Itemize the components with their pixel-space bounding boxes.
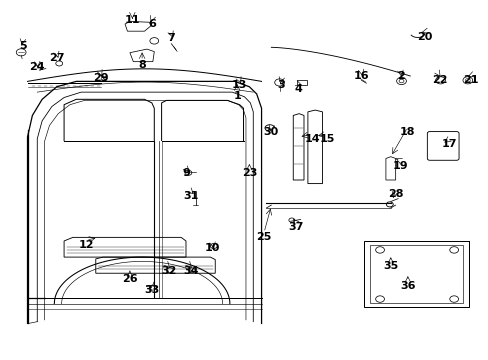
Text: 28: 28 [387, 189, 403, 199]
Text: 17: 17 [441, 139, 456, 149]
Text: 37: 37 [287, 222, 303, 231]
Text: 29: 29 [93, 73, 108, 83]
Text: 27: 27 [49, 53, 64, 63]
Text: 3: 3 [277, 80, 285, 90]
Text: 2: 2 [396, 71, 404, 81]
Text: 33: 33 [144, 285, 159, 296]
Text: 4: 4 [294, 84, 302, 94]
Text: 34: 34 [183, 266, 198, 276]
Text: 21: 21 [463, 75, 478, 85]
Text: 10: 10 [204, 243, 220, 253]
Text: 25: 25 [256, 232, 271, 242]
Text: 1: 1 [233, 91, 241, 101]
Text: 6: 6 [147, 19, 156, 29]
Text: 8: 8 [138, 60, 146, 70]
Text: 7: 7 [167, 33, 175, 43]
Text: 18: 18 [399, 127, 415, 136]
Text: 15: 15 [319, 134, 334, 144]
Text: 14: 14 [305, 134, 320, 144]
Text: 22: 22 [431, 75, 447, 85]
Text: 16: 16 [353, 71, 368, 81]
Text: 24: 24 [29, 62, 45, 72]
Text: 36: 36 [399, 281, 415, 291]
Text: 35: 35 [383, 261, 398, 271]
Text: 19: 19 [392, 161, 407, 171]
Text: 20: 20 [416, 32, 432, 41]
Text: 11: 11 [124, 15, 140, 26]
Text: 26: 26 [122, 274, 138, 284]
Text: 32: 32 [161, 266, 176, 276]
Text: 5: 5 [19, 41, 26, 50]
Text: 23: 23 [241, 168, 257, 178]
Text: 30: 30 [263, 127, 278, 136]
Text: 31: 31 [183, 191, 198, 201]
Text: 13: 13 [231, 80, 247, 90]
Text: 9: 9 [182, 168, 189, 178]
Text: 12: 12 [78, 239, 94, 249]
